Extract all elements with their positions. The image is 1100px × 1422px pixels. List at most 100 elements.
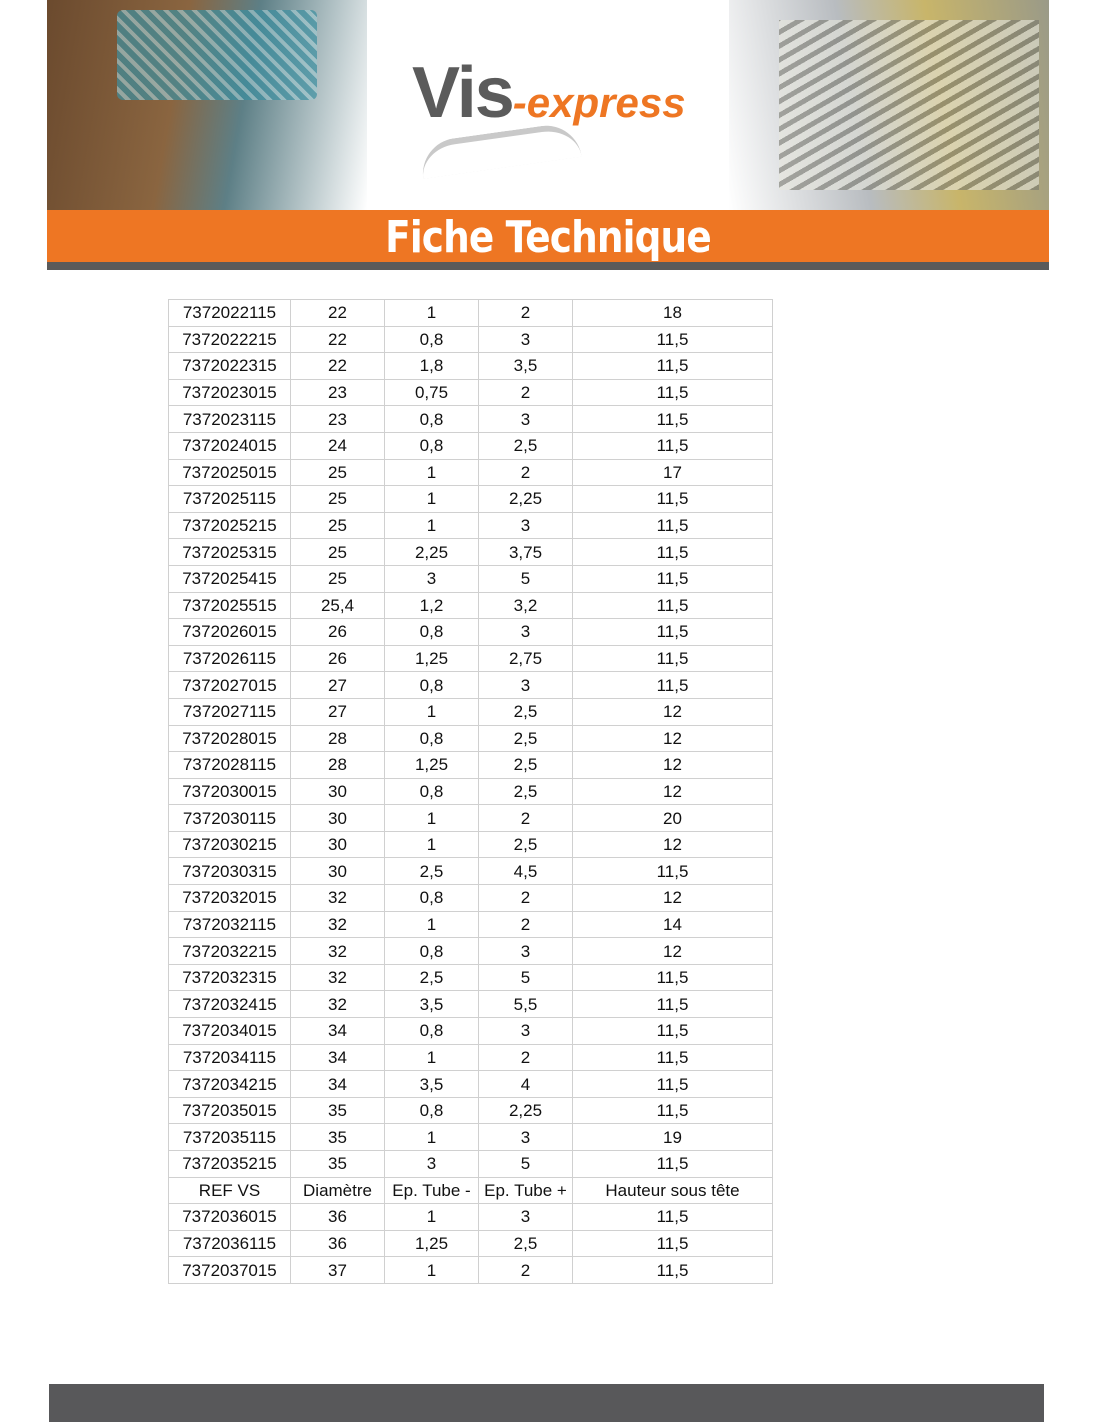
table-cell: 1 (384, 299, 479, 327)
table-cell: 7372035115 (168, 1123, 291, 1151)
table-row: 7372035015 35 0,8 2,25 11,5 (168, 1096, 773, 1125)
table-cell: 32 (290, 884, 385, 912)
table-cell: 2 (478, 378, 573, 407)
table-cell: 25 (290, 538, 385, 566)
table-cell: 5 (478, 963, 573, 992)
table-cell: 26 (290, 618, 385, 646)
table-cell: 2 (478, 1256, 573, 1284)
table-cell: 35 (290, 1123, 385, 1151)
table-cell: 12 (572, 697, 773, 726)
table-cell: 2,75 (478, 644, 573, 673)
table-row: 7372030315 30 2,5 4,5 11,5 (168, 857, 773, 886)
table-cell: 1 (384, 697, 479, 726)
table-cell: 30 (290, 777, 385, 806)
table-cell: 0,8 (384, 1096, 479, 1125)
table-cell: Ep. Tube + (478, 1176, 573, 1205)
tools-photo (47, 0, 367, 210)
table-cell: 7372027015 (168, 671, 291, 699)
table-cell: 5 (478, 564, 573, 593)
table-row: 7372028015 28 0,8 2,5 12 (168, 724, 773, 753)
table-cell: 7372026115 (168, 644, 291, 673)
table-cell: 11,5 (572, 1017, 773, 1045)
table-cell: 5,5 (478, 990, 573, 1019)
table-cell: 3,5 (384, 1070, 479, 1098)
table-cell: 0,8 (384, 777, 479, 806)
table-cell: 4 (478, 1070, 573, 1098)
table-cell: 7372034115 (168, 1043, 291, 1072)
table-row: 7372032315 32 2,5 5 11,5 (168, 963, 773, 992)
table-row: 7372034215 34 3,5 4 11,5 (168, 1070, 773, 1098)
table-row: 7372025115 25 1 2,25 11,5 (168, 485, 773, 513)
table-cell: 2,5 (478, 431, 573, 460)
table-header-row: REF VS Diamètre Ep. Tube - Ep. Tube + Hauteu… (168, 1176, 773, 1205)
table-cell: 12 (572, 937, 773, 965)
table-cell: 3,5 (384, 990, 479, 1019)
brand-logo: Vis-express (412, 52, 686, 179)
table-cell: 7372035215 (168, 1150, 291, 1178)
table-row: 7372023015 23 0,75 2 11,5 (168, 378, 773, 407)
table-row: 7372036115 36 1,25 2,5 11,5 (168, 1229, 773, 1258)
table-cell: 25 (290, 511, 385, 540)
table-row: 7372030215 30 1 2,5 12 (168, 830, 773, 859)
table-cell: 14 (572, 910, 773, 939)
header-banner: Vis-express (47, 0, 1049, 210)
table-row: 7372032115 32 1 2 14 (168, 910, 773, 939)
table-cell: 7372022115 (168, 299, 291, 327)
table-cell: 7372034215 (168, 1070, 291, 1098)
table-row: 7372032415 32 3,5 5,5 11,5 (168, 990, 773, 1019)
table-cell: 11,5 (572, 1070, 773, 1098)
spec-table: 7372022115 22 1 2 18 7372022215 22 0,8 3 11,5 7372… (168, 299, 773, 1284)
table-cell: 2 (478, 1043, 573, 1072)
table-cell: 1,25 (384, 751, 479, 779)
table-cell: 22 (290, 325, 385, 354)
table-row: 7372032215 32 0,8 3 12 (168, 937, 773, 965)
table-cell: 11,5 (572, 352, 773, 380)
page-title: Fiche Technique (385, 212, 712, 263)
table-cell: 11,5 (572, 1256, 773, 1284)
table-cell: 7372032315 (168, 963, 291, 992)
table-cell: 11,5 (572, 644, 773, 673)
table-cell: 7372030315 (168, 857, 291, 886)
table-cell: 0,75 (384, 378, 479, 407)
divider (47, 262, 1049, 270)
table-cell: 20 (572, 804, 773, 832)
table-cell: 11,5 (572, 485, 773, 513)
table-cell: 1 (384, 1043, 479, 1072)
table-cell: 2,5 (384, 857, 479, 886)
table-cell: 4,5 (478, 857, 573, 886)
table-cell: 3 (478, 671, 573, 699)
table-cell: 3,5 (478, 352, 573, 380)
table-cell: 0,8 (384, 937, 479, 965)
table-row: 7372025015 25 1 2 17 (168, 458, 773, 487)
table-cell: 7372022215 (168, 325, 291, 354)
table-cell: 2,5 (478, 1229, 573, 1258)
table-cell: 7372032415 (168, 990, 291, 1019)
table-cell: 12 (572, 830, 773, 859)
table-cell: 2 (478, 299, 573, 327)
table-row: 7372034015 34 0,8 3 11,5 (168, 1017, 773, 1045)
table-cell: 3 (478, 511, 573, 540)
table-cell: 27 (290, 697, 385, 726)
table-cell: 7372023015 (168, 378, 291, 407)
table-cell: 7372028015 (168, 724, 291, 753)
table-cell: 7372030215 (168, 830, 291, 859)
title-band: Fiche Technique (47, 210, 1049, 263)
table-cell: 11,5 (572, 857, 773, 886)
table-cell: 11,5 (572, 431, 773, 460)
table-cell: 0,8 (384, 618, 479, 646)
table-cell: 19 (572, 1123, 773, 1151)
table-row: 7372028115 28 1,25 2,5 12 (168, 751, 773, 779)
table-cell: 3 (478, 1123, 573, 1151)
table-row: 7372035115 35 1 3 19 (168, 1123, 773, 1151)
table-cell: 1 (384, 1203, 479, 1231)
table-cell: 0,8 (384, 431, 479, 460)
table-cell: Hauteur sous tête (572, 1176, 773, 1205)
table-row: 7372025315 25 2,25 3,75 11,5 (168, 538, 773, 566)
table-cell: 1 (384, 1256, 479, 1284)
table-cell: 3 (478, 618, 573, 646)
table-cell: 30 (290, 804, 385, 832)
table-cell: 3 (478, 325, 573, 354)
table-cell: 28 (290, 751, 385, 779)
table-cell: 0,8 (384, 1017, 479, 1045)
table-cell: 11,5 (572, 1229, 773, 1258)
